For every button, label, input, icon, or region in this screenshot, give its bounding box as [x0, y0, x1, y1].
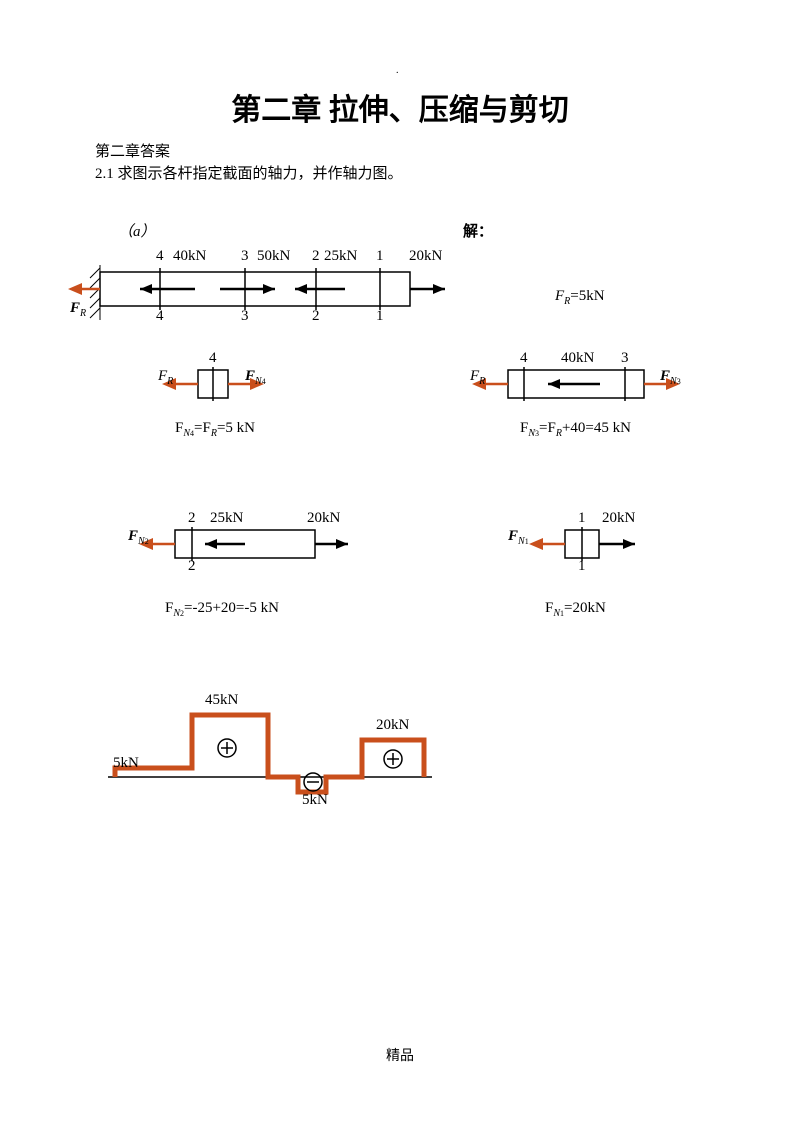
axial-force-diagram: [0, 0, 800, 1130]
afd-20kN: 20kN: [376, 717, 409, 734]
afd-45kN: 45kN: [205, 692, 238, 709]
footer: 精品: [0, 1045, 800, 1065]
afd-5kN: 5kN: [113, 755, 139, 772]
afd-5kN-b: 5kN: [302, 792, 328, 809]
